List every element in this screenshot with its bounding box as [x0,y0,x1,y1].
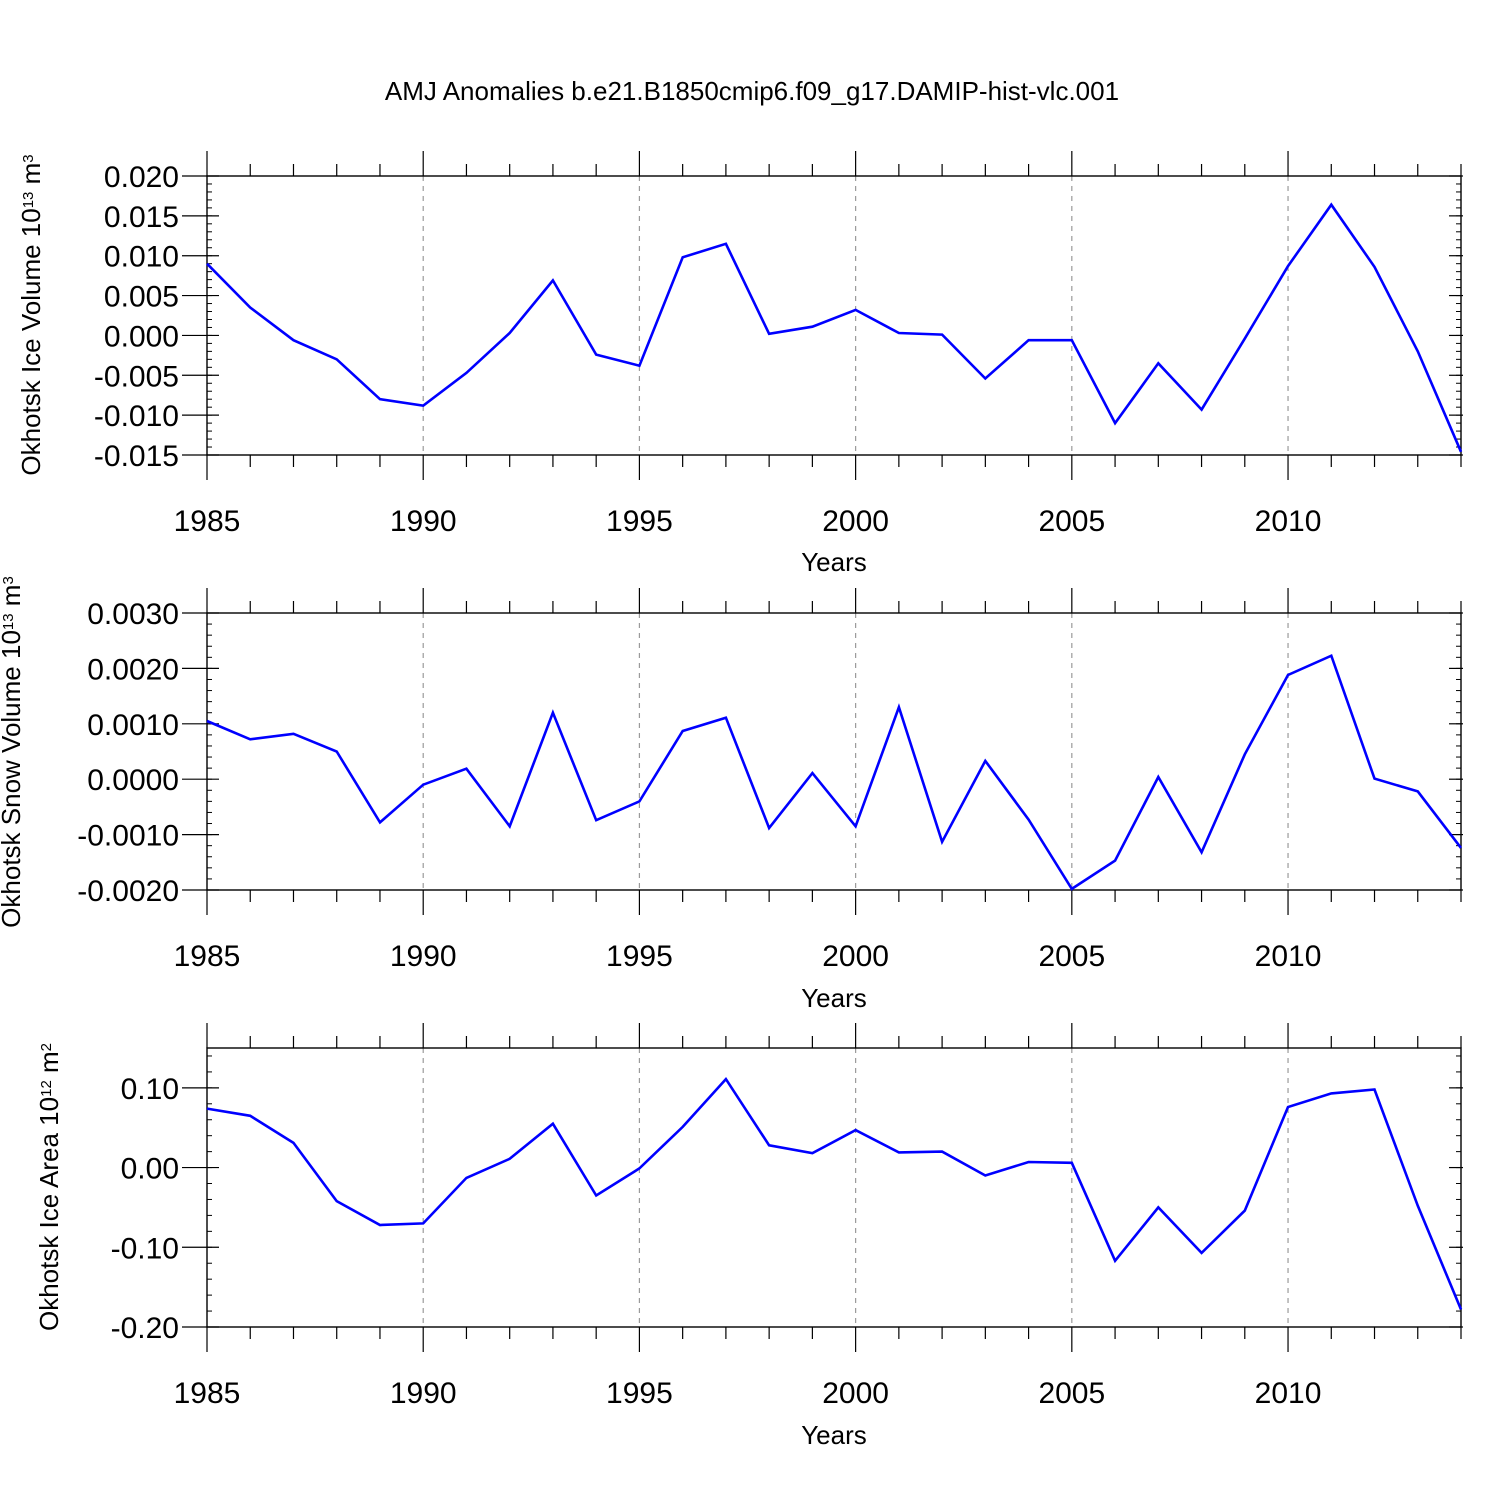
y-axis-label-part: m [34,1051,64,1080]
y-tick-label: -0.10 [111,1232,179,1265]
x-axis-label: Years [801,983,867,1013]
y-axis-label-part: Okhotsk Snow Volume 10 [0,630,26,928]
y-axis-label-superscript: 3 [20,154,37,162]
y-axis-label-superscript: 12 [38,1080,55,1097]
y-tick-label: 0.020 [104,161,179,194]
y-tick-label: 0.0020 [87,653,179,686]
y-axis-label-part: m [0,585,26,614]
y-tick-label: -0.015 [94,440,179,473]
y-tick-label: -0.010 [94,400,179,433]
x-tick-label: 2005 [1038,940,1105,973]
x-tick-label: 1990 [390,940,457,973]
x-tick-label: 2000 [822,1377,889,1410]
panel-snow-volume: -0.0020 -0.0010 0.0000 0.0010 0.0020 0.0030 19… [0,576,1463,1013]
y-tick-label: 0.005 [104,281,179,314]
chart-title: AMJ Anomalies b.e21.B1850cmip6.f09_g17.D… [385,76,1119,106]
x-tick-label: 1985 [174,505,241,538]
series-line [206,653,1463,891]
series-line [206,202,1463,453]
y-tick-label: -0.0010 [77,820,179,853]
x-tick-label: 1990 [390,1377,457,1410]
y-tick-label: 0.000 [104,320,179,353]
y-axis-label-superscript: 2 [38,1043,55,1051]
panel-ice-area: -0.20 -0.10 0.00 0.10 1985 1990 1995 2000 2005 20… [34,1023,1463,1450]
y-tick-label: 0.010 [104,241,179,274]
x-tick-label: 1995 [606,1377,673,1410]
y-axis-label-part: Okhotsk Ice Volume 10 [16,208,46,475]
y-axis-label-part: Okhotsk Ice Area 10 [34,1097,64,1331]
y-axis-label: Okhotsk Ice Volume 1013 m3 [16,154,46,475]
x-tick-label: 1995 [606,940,673,973]
y-axis-label-part: m [16,163,46,192]
y-axis-label: Okhotsk Snow Volume 1013 m3 [0,576,26,928]
y-axis-label: Okhotsk Ice Area 1012 m2 [34,1043,64,1331]
x-tick-label: 2010 [1255,940,1322,973]
y-tick-label: 0.0000 [87,764,179,797]
y-tick-label: 0.0030 [87,598,179,631]
x-tick-label: 2010 [1255,505,1322,538]
y-tick-label: 0.0010 [87,709,179,742]
plot-frame [206,1047,1462,1328]
y-axis-label-superscript: 13 [0,613,17,630]
x-tick-label: 2010 [1255,1377,1322,1410]
x-tick-label: 2005 [1038,505,1105,538]
x-axis-label: Years [801,547,867,577]
plot-frame [206,175,1462,456]
x-tick-label: 1985 [174,940,241,973]
plot-frame [206,612,1462,891]
x-tick-label: 2000 [822,505,889,538]
x-tick-label: 1985 [174,1377,241,1410]
x-tick-label: 1990 [390,505,457,538]
x-tick-label: 1995 [606,505,673,538]
y-axis-label-superscript: 13 [20,192,37,209]
x-tick-label: 2000 [822,940,889,973]
y-tick-label: 0.00 [121,1153,179,1186]
x-axis-label: Years [801,1420,867,1450]
y-tick-label: -0.0020 [77,875,179,908]
y-tick-label: 0.10 [121,1073,179,1106]
y-tick-label: -0.005 [94,360,179,393]
y-tick-label: 0.015 [104,201,179,234]
series-line [206,1076,1463,1310]
x-tick-label: 2005 [1038,1377,1105,1410]
panel-ice-volume: -0.015 -0.010 -0.005 0.000 0.005 0.010 0.015 0.… [16,151,1463,577]
y-tick-label: -0.20 [111,1312,179,1345]
y-axis-label-superscript: 3 [0,576,17,584]
